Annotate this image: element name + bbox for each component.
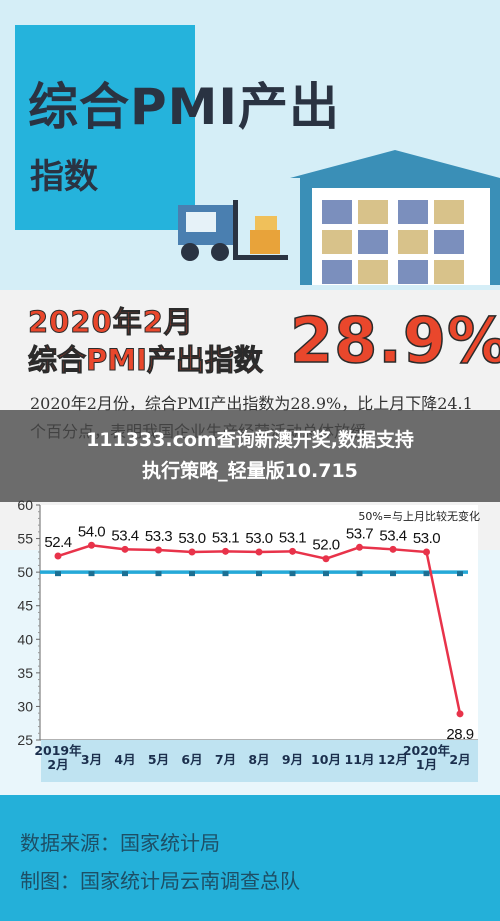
forklift-icon: [178, 200, 288, 261]
baseline-marker: [390, 571, 396, 577]
y-tick-label: 25: [17, 732, 33, 748]
x-tick-label: 3月: [81, 752, 102, 767]
data-label: 53.4: [111, 527, 138, 544]
x-tick-label: 5月: [148, 752, 169, 767]
warehouse-icon: [290, 150, 500, 285]
data-label: 53.3: [145, 528, 172, 545]
data-label: 28.9: [446, 726, 473, 743]
data-label: 53.1: [212, 529, 239, 546]
baseline-marker: [222, 571, 229, 577]
y-tick-label: 40: [17, 631, 33, 647]
data-label: 53.4: [379, 527, 406, 544]
x-tick-label: 6月: [181, 752, 202, 767]
banner-line-2: 执行策略_轻量版10.715: [142, 460, 358, 482]
data-point: [54, 552, 62, 560]
x-tick-label: 12月: [378, 752, 408, 767]
data-point: [88, 541, 95, 549]
data-label: 52.4: [44, 534, 71, 551]
data-label: 52.0: [312, 537, 339, 554]
baseline-marker: [423, 571, 430, 577]
x-tick-label: 2月: [47, 757, 68, 772]
x-tick-label: 11月: [345, 752, 375, 767]
footer-maker: 制图：国家统计局云南调查总队: [20, 869, 300, 893]
footer-source: 数据来源：国家统计局: [20, 831, 220, 855]
hero-accent-panel: [15, 25, 195, 230]
baseline-note: 50%=与上月比较无变化: [358, 509, 480, 523]
baseline-marker: [289, 571, 296, 577]
y-tick-label: 35: [17, 665, 33, 681]
data-point: [289, 547, 296, 555]
kpi-big-value: 28.9%: [289, 304, 500, 377]
data-label: 53.0: [178, 530, 205, 547]
data-label: 53.0: [413, 530, 440, 547]
data-point: [322, 555, 330, 563]
hero-section: 综合PMI产出 指数: [0, 0, 500, 290]
x-tick-label: 8月: [248, 752, 269, 767]
baseline-marker: [356, 571, 363, 577]
x-tick-label: 9月: [282, 752, 303, 767]
baseline-marker: [457, 571, 463, 577]
x-tick-label: 4月: [114, 752, 135, 767]
banner-line-1: 111333.com查询新澳开奖,数据支持: [86, 429, 414, 451]
baseline-marker: [155, 571, 162, 577]
y-tick-label: 50: [17, 564, 33, 580]
data-point: [356, 543, 363, 551]
data-point: [155, 546, 162, 554]
x-tick-label: 2020年: [403, 743, 451, 758]
x-tick-label: 2019年: [34, 743, 82, 758]
data-point: [389, 545, 397, 553]
data-point: [423, 548, 430, 556]
x-tick-label: 2月: [449, 752, 470, 767]
data-point: [255, 548, 263, 556]
y-tick-label: 30: [17, 698, 33, 714]
data-label: 53.7: [346, 525, 373, 542]
warehouse-illustration: [178, 150, 500, 285]
x-axis-band: [41, 740, 478, 782]
y-tick-label: 60: [17, 497, 33, 513]
x-tick-label: 7月: [215, 752, 236, 767]
data-point: [456, 710, 464, 718]
baseline-marker: [122, 571, 128, 577]
data-point: [188, 548, 196, 556]
hero-subtitle: 指数: [30, 157, 98, 197]
kpi-heading-name: 综合PMI产出指数: [28, 343, 264, 377]
footer: 数据来源：国家统计局 制图：国家统计局云南调查总队: [0, 795, 500, 921]
banner-text: 111333.com查询新澳开奖,数据支持 执行策略_轻量版10.715: [0, 425, 500, 487]
data-label: 53.0: [245, 530, 272, 547]
x-tick-label: 10月: [311, 752, 341, 767]
pmi-line-chart: 60 55 50 45 40 35 30 25 50%=与上月比较无变化 52.4 54.0 53.4…: [17, 497, 480, 782]
plot-background: [40, 505, 478, 740]
data-point: [222, 547, 229, 555]
baseline-marker: [256, 571, 262, 577]
overlay-banner: [0, 410, 500, 502]
data-label: 54.0: [78, 523, 105, 540]
data-label: 53.1: [279, 529, 306, 546]
y-tick-label: 45: [17, 598, 33, 614]
baseline-marker: [88, 571, 95, 577]
data-point: [121, 545, 129, 553]
baseline-marker: [323, 571, 329, 577]
hero-title: 综合PMI产出: [28, 78, 341, 136]
y-tick-label: 55: [17, 531, 33, 547]
baseline-marker: [55, 571, 61, 577]
kpi-heading-date: 2020年2月: [28, 305, 194, 339]
x-tick-label: 1月: [416, 757, 437, 772]
baseline-marker: [189, 571, 195, 577]
